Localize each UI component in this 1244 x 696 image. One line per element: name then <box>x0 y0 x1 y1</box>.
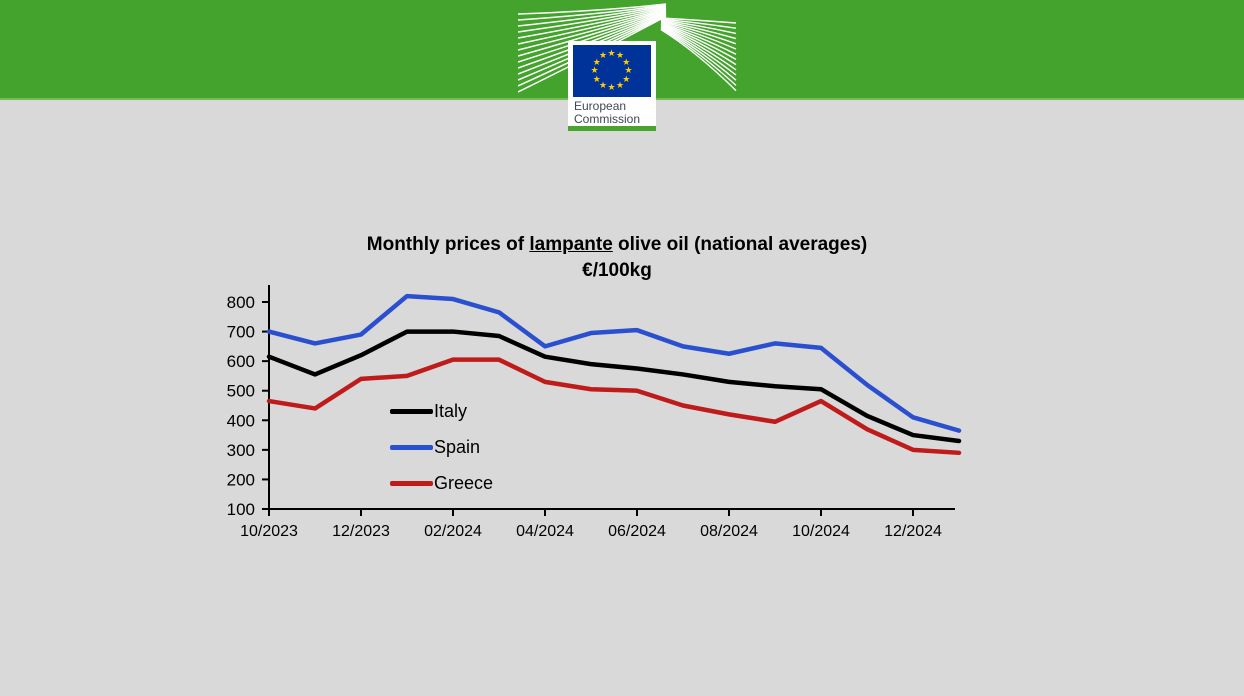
legend-item-spain: Spain <box>390 429 493 465</box>
swoosh-line <box>518 9 667 57</box>
chart-title-underlined: lampante <box>529 234 613 255</box>
logo-text-line1: European <box>574 99 627 113</box>
swoosh-line <box>660 19 737 35</box>
x-tick-label: 12/2023 <box>332 523 390 540</box>
european-commission-logo: ★ ★ ★ ★ ★ ★ ★ ★ ★ ★ ★ ★ European Commission <box>568 41 656 131</box>
chart-subtitle: €/100kg <box>582 260 652 281</box>
x-tick-label: 10/2023 <box>240 523 298 540</box>
swoosh-line <box>660 28 737 86</box>
swoosh-line <box>660 20 737 45</box>
swoosh-line <box>518 8 667 45</box>
swoosh-line <box>660 18 737 29</box>
eu-star-icon: ★ <box>599 79 608 90</box>
legend-item-italy: Italy <box>390 393 493 429</box>
swoosh-line <box>660 22 737 55</box>
eu-star-icon: ★ <box>590 65 599 75</box>
eu-star-icon: ★ <box>622 73 631 84</box>
eu-star-icon: ★ <box>624 65 633 75</box>
swoosh-line <box>660 23 737 61</box>
swoosh-line <box>660 17 737 24</box>
logo-text-line2: Commission <box>574 112 641 126</box>
eu-star-icon: ★ <box>592 56 601 67</box>
legend-item-greece: Greece <box>390 465 493 501</box>
legend-label-italy: Italy <box>434 400 468 421</box>
swoosh-line <box>518 8 667 51</box>
y-tick-label: 500 <box>227 382 255 401</box>
eu-flag-icon: ★ ★ ★ ★ ★ ★ ★ ★ ★ ★ ★ ★ <box>573 45 651 97</box>
legend-label-spain: Spain <box>434 436 481 457</box>
logo-text: European Commission <box>574 100 654 126</box>
y-tick-label: 100 <box>227 500 255 519</box>
eu-star-icon: ★ <box>607 82 616 92</box>
series-line-greece <box>266 357 962 456</box>
swoosh-line <box>518 10 667 63</box>
swoosh-line <box>660 25 737 71</box>
legend-label-greece: Greece <box>434 472 494 493</box>
swoosh-line <box>518 7 667 39</box>
swoosh-line <box>660 24 737 66</box>
eu-star-icon: ★ <box>607 48 616 58</box>
swoosh-line <box>660 27 737 81</box>
swoosh-line <box>660 21 737 50</box>
chart-title-suffix: olive oil (national averages) <box>612 234 868 255</box>
eu-star-icon: ★ <box>622 56 631 67</box>
y-tick-label: 400 <box>227 411 255 430</box>
x-tick-label: 02/2024 <box>424 523 482 540</box>
x-tick-label: 06/2024 <box>608 523 666 540</box>
x-tick-label: 04/2024 <box>516 523 574 540</box>
y-tick-label: 800 <box>227 293 255 312</box>
swoosh-line <box>660 20 737 40</box>
y-tick-label: 700 <box>227 323 255 342</box>
plot-area: 800 700 600 500 400 300 200 100 10/2023 12/2023 02… <box>227 285 962 540</box>
eu-star-icon: ★ <box>592 73 601 84</box>
chart-title: Monthly prices of lampante olive oil (na… <box>302 232 932 284</box>
x-tick-label: 08/2024 <box>700 523 758 540</box>
swoosh-line <box>518 6 667 33</box>
x-tick-label: 10/2024 <box>792 523 850 540</box>
swoosh-line <box>518 4 667 21</box>
logo-green-bar <box>568 126 656 131</box>
swoosh-line <box>660 29 737 92</box>
eu-star-icon: ★ <box>616 79 625 90</box>
series-line-italy <box>266 329 962 444</box>
series-line-spain <box>266 293 962 433</box>
chart-title-prefix: Monthly prices of <box>366 234 530 255</box>
y-tick-label: 200 <box>227 470 255 489</box>
swoosh-line <box>660 26 737 76</box>
legend-swatch-spain <box>390 444 433 450</box>
eu-star-icon: ★ <box>616 50 625 61</box>
y-tick-label: 600 <box>227 352 255 371</box>
swoosh-line <box>518 11 667 69</box>
chart-legend: Italy Spain Greece <box>390 393 493 501</box>
legend-swatch-italy <box>390 408 433 414</box>
x-tick-label: 12/2024 <box>884 523 942 540</box>
swoosh-line <box>518 3 667 15</box>
swoosh-line <box>518 5 667 27</box>
eu-star-icon: ★ <box>599 50 608 61</box>
legend-swatch-greece <box>390 480 433 486</box>
y-tick-label: 300 <box>227 441 255 460</box>
ec-logo-swoosh-right-icon <box>660 17 737 92</box>
